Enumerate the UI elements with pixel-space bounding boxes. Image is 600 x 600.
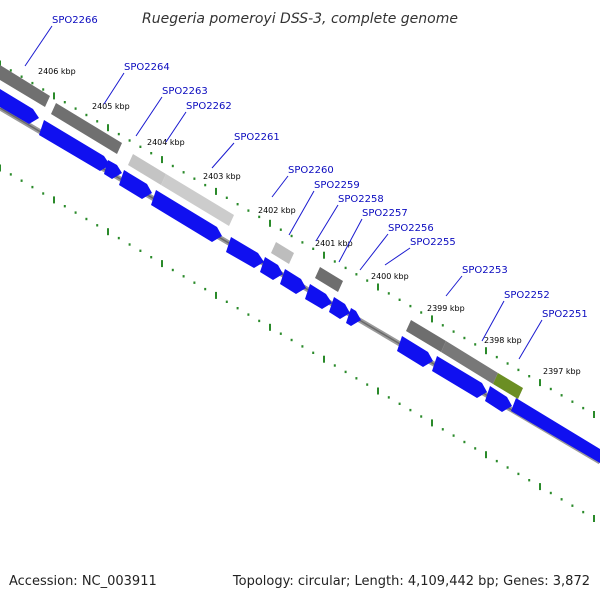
gene-label[interactable]: SPO2256 <box>388 223 434 234</box>
cds-arrow <box>397 336 433 367</box>
feature-bar <box>406 320 446 352</box>
gene-label[interactable]: SPO2252 <box>504 290 550 301</box>
feature-bar <box>0 65 50 107</box>
cds-arrow <box>226 237 264 268</box>
kbp-label: 2401 kbp <box>315 239 353 248</box>
cds-arrow <box>0 89 39 124</box>
kbp-label: 2404 kbp <box>147 138 185 147</box>
cds-arrow <box>485 386 512 412</box>
cds-arrow <box>305 284 332 309</box>
cds-arrow <box>432 356 487 398</box>
gene-label[interactable]: SPO2258 <box>338 194 384 205</box>
gene-label[interactable]: SPO2264 <box>124 62 170 73</box>
kbp-label: 2397 kbp <box>543 367 581 376</box>
gene-label[interactable]: SPO2257 <box>362 208 408 219</box>
tick-marks <box>0 60 595 522</box>
cds-arrow <box>329 297 350 319</box>
gene-leader-lines <box>24 25 543 360</box>
kbp-labels: 2406 kbp 2405 kbp 2404 kbp 2403 kbp 2402… <box>38 67 581 376</box>
gene-label[interactable]: SPO2260 <box>288 165 334 176</box>
gene-label[interactable]: SPO2259 <box>314 180 360 191</box>
feature-bar <box>271 242 294 264</box>
cds-arrow <box>511 398 600 463</box>
kbp-label: 2400 kbp <box>371 272 409 281</box>
kbp-label: 2403 kbp <box>203 172 241 181</box>
gene-label[interactable]: SPO2263 <box>162 86 208 97</box>
accession-text: Accession: NC_003911 <box>9 574 157 589</box>
cds-arrow <box>346 308 361 326</box>
feature-bar <box>161 174 234 226</box>
gene-labels: SPO2266 SPO2264 SPO2263 SPO2262 SPO2261 … <box>52 15 588 320</box>
cds-arrow <box>151 190 222 242</box>
cds-arrow <box>260 257 283 280</box>
gene-label[interactable]: SPO2266 <box>52 15 98 26</box>
gene-label[interactable]: SPO2253 <box>462 265 508 276</box>
gene-label[interactable]: SPO2261 <box>234 132 280 143</box>
cds-arrow <box>104 160 122 179</box>
feature-bar <box>441 341 498 384</box>
cds-arrow <box>119 170 152 199</box>
gene-label[interactable]: SPO2251 <box>542 309 588 320</box>
kbp-label: 2399 kbp <box>427 304 465 313</box>
feature-bar <box>128 154 166 185</box>
genome-summary-text: Topology: circular; Length: 4,109,442 bp… <box>232 574 590 589</box>
feature-bar <box>493 373 523 399</box>
kbp-label: 2398 kbp <box>484 336 522 345</box>
kbp-label: 2406 kbp <box>38 67 76 76</box>
cds-arrows <box>0 89 600 463</box>
feature-bar <box>315 267 343 292</box>
gene-label[interactable]: SPO2262 <box>186 101 232 112</box>
cds-arrow <box>280 269 306 294</box>
feature-bars <box>0 65 523 399</box>
feature-bar <box>51 103 122 154</box>
gene-label[interactable]: SPO2255 <box>410 237 456 248</box>
kbp-label: 2405 kbp <box>92 102 130 111</box>
cds-arrow <box>39 120 110 171</box>
map-title: Ruegeria pomeroyi DSS-3, complete genome <box>142 11 458 27</box>
kbp-label: 2402 kbp <box>258 206 296 215</box>
